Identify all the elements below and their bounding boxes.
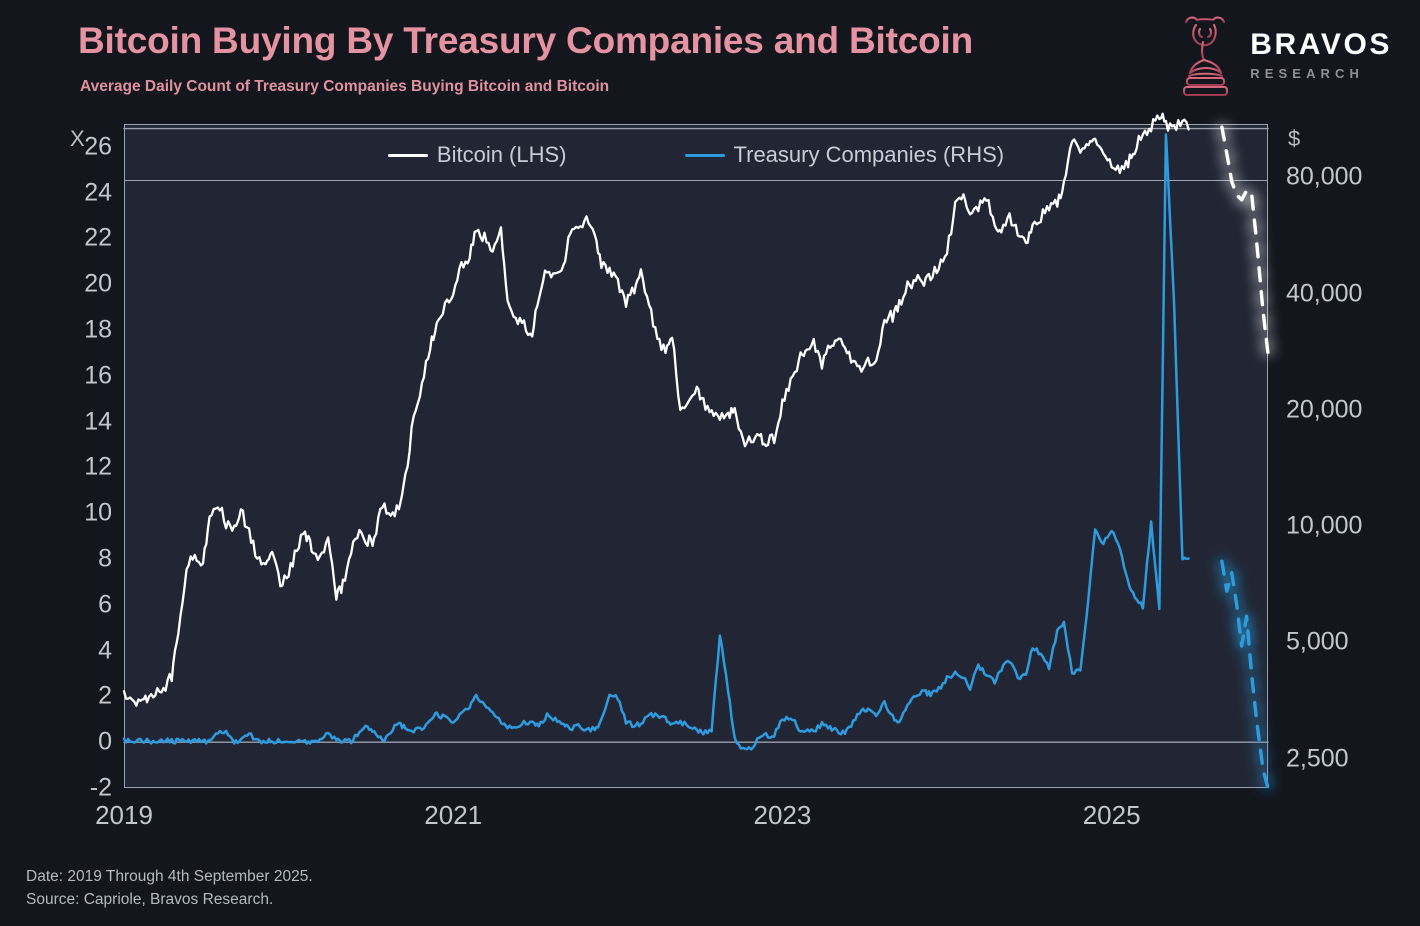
left-tick-label: 14 <box>84 407 112 436</box>
series-line-treasury <box>122 133 1190 751</box>
page-title: Bitcoin Buying By Treasury Companies and… <box>78 20 974 61</box>
x-tick-label: 2021 <box>424 800 483 830</box>
right-tick-label: 10,000 <box>1286 511 1363 540</box>
left-tick-label: 20 <box>84 269 112 298</box>
series-line-bitcoin <box>122 112 1190 707</box>
series-projection-treasury <box>1220 559 1270 790</box>
left-tick-label: 0 <box>98 727 112 756</box>
x-tick-label: 2023 <box>753 800 812 830</box>
logo-brand-text: BRAVOS <box>1250 28 1392 61</box>
x-tick-label: 2019 <box>95 800 153 830</box>
left-tick-label: 8 <box>98 544 112 573</box>
footer-notes: Date: 2019 Through 4th September 2025. So… <box>26 866 313 912</box>
left-tick-label: 16 <box>84 361 112 390</box>
plot-area <box>124 124 1268 788</box>
legend-divider <box>124 180 1268 181</box>
left-tick-label: 18 <box>84 315 112 344</box>
footer-date-line: Date: 2019 Through 4th September 2025. <box>26 868 313 885</box>
right-tick-label: 40,000 <box>1286 279 1363 308</box>
brand-logo: BRAVOS RESEARCH <box>1174 12 1392 98</box>
x-tick-label: 2025 <box>1082 800 1141 830</box>
right-tick-label: 80,000 <box>1286 162 1363 191</box>
left-tick-label: 24 <box>84 178 112 207</box>
logo-sub-text: RESEARCH <box>1250 66 1365 81</box>
left-tick-label: 4 <box>98 636 112 665</box>
left-axis-unit: X <box>70 126 85 151</box>
right-axis-unit: $ <box>1288 126 1301 151</box>
left-tick-label: 12 <box>84 452 112 481</box>
left-tick-label: 2 <box>98 681 112 710</box>
right-tick-label: 5,000 <box>1286 627 1349 656</box>
left-tick-label: 6 <box>98 590 112 619</box>
bull-logo-icon <box>1183 16 1229 97</box>
page-subtitle: Average Daily Count of Treasury Companie… <box>80 78 610 95</box>
left-tick-label: -2 <box>89 773 112 802</box>
footer-source-line: Source: Capriole, Bravos Research. <box>26 890 274 908</box>
right-tick-label: 2,500 <box>1286 744 1349 773</box>
left-tick-label: 26 <box>84 132 112 161</box>
left-tick-label: 10 <box>84 498 112 527</box>
right-tick-label: 20,000 <box>1286 395 1363 424</box>
left-tick-label: 22 <box>84 223 112 252</box>
series-projection-bitcoin <box>1220 125 1270 356</box>
